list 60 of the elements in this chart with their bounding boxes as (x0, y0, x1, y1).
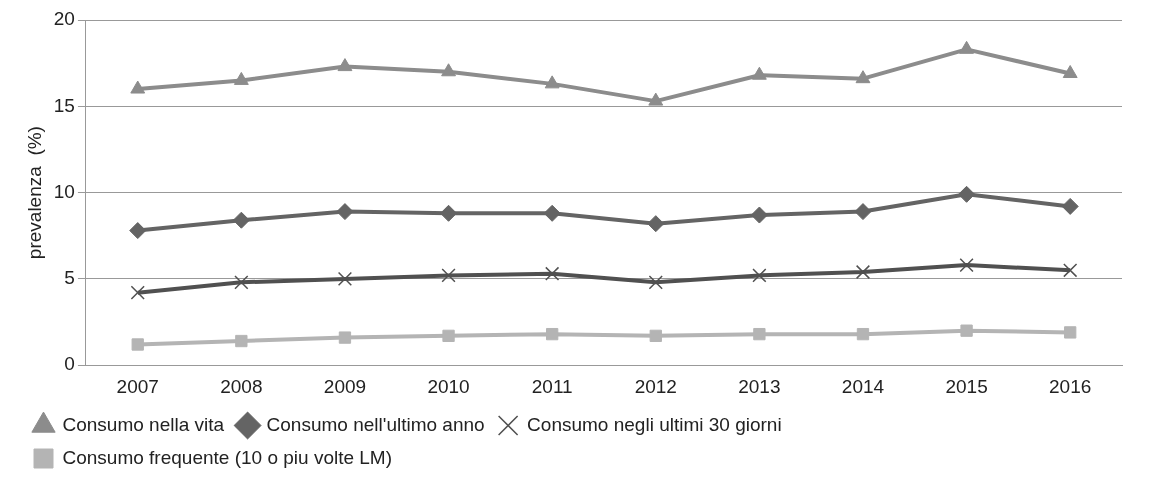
legend-label: Consumo nell'ultimo anno (266, 413, 485, 435)
point (441, 268, 456, 283)
point (442, 329, 455, 343)
point (235, 334, 248, 348)
point (440, 204, 458, 222)
point (958, 185, 976, 203)
point (751, 66, 767, 80)
x-tick-label: 2008 (220, 375, 263, 397)
point (648, 92, 664, 106)
x-tick-label: 2014 (841, 375, 885, 397)
y-tick-label: 20 (53, 8, 75, 30)
point (750, 206, 768, 224)
y-tick-label: 15 (53, 94, 75, 116)
x-tick-label: 2012 (634, 375, 677, 397)
point (959, 40, 975, 54)
point (234, 275, 249, 290)
point (233, 71, 249, 85)
x-tick-label: 2011 (531, 375, 573, 397)
point (131, 338, 144, 351)
point (1062, 65, 1078, 79)
point (1063, 263, 1078, 278)
point (647, 215, 665, 233)
x-tick-label: 2016 (1049, 375, 1092, 397)
legend-label: Consumo negli ultimi 30 giorni (527, 413, 782, 435)
point (649, 329, 662, 343)
x-tick-label: 2007 (116, 375, 159, 397)
y-tick-label: 0 (64, 353, 75, 375)
point (854, 203, 872, 221)
point (648, 275, 663, 290)
point (336, 203, 354, 221)
point (130, 285, 145, 300)
point (545, 266, 560, 281)
point (441, 63, 456, 77)
point (232, 211, 250, 229)
x-tick-label: 2010 (427, 375, 470, 397)
legend-label: Consumo frequente (10 o piu volte LM) (62, 446, 393, 468)
x-tick-label: 2015 (945, 375, 988, 397)
point (855, 264, 871, 280)
point (752, 268, 767, 283)
y-axis-title: prevalenza (%) (23, 126, 45, 260)
legend-label: Consumo nella vita (62, 413, 225, 435)
point (546, 327, 559, 341)
point (337, 271, 353, 287)
point (543, 204, 561, 222)
x-tick-label: 2013 (738, 375, 781, 397)
point (130, 80, 146, 94)
y-tick-label: 5 (64, 267, 75, 289)
point (855, 70, 871, 84)
point (960, 324, 973, 337)
point (1061, 197, 1079, 215)
point (856, 327, 870, 341)
point (959, 257, 974, 273)
point (1064, 326, 1077, 339)
x-tick-label: 2009 (323, 375, 367, 397)
y-tick-label: 10 (53, 180, 75, 202)
point (129, 222, 147, 240)
point (544, 75, 560, 89)
point (337, 58, 353, 72)
point (338, 331, 352, 344)
point (753, 327, 766, 341)
